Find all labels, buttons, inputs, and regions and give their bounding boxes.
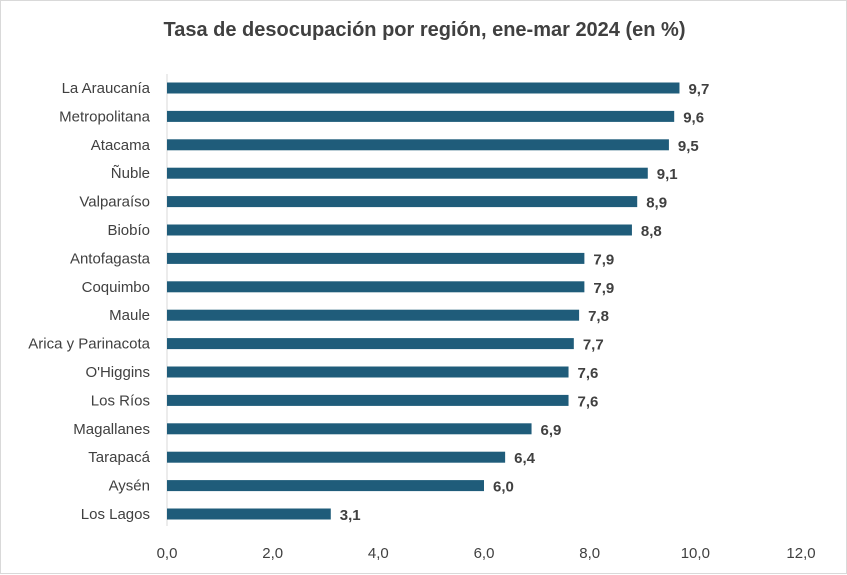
data-label: 7,9 <box>593 251 614 268</box>
category-label: Antofagasta <box>70 250 151 267</box>
bar <box>167 139 669 151</box>
category-label: O'Higgins <box>85 364 150 381</box>
bar <box>167 252 585 264</box>
category-label: Coquimbo <box>82 279 150 296</box>
data-label: 6,0 <box>493 479 514 496</box>
category-label: Atacama <box>91 137 151 154</box>
bars-group <box>167 82 680 520</box>
category-label: Ñuble <box>111 165 150 182</box>
category-label: Maule <box>109 307 150 324</box>
x-tick-label: 0,0 <box>157 545 178 562</box>
x-tick-label: 4,0 <box>368 545 389 562</box>
labels-group: La Araucanía 9,7 Metropolitana 9,6 Atacama 9,… <box>28 80 815 562</box>
x-tick-label: 8,0 <box>579 545 600 562</box>
category-label: Los Lagos <box>81 506 150 523</box>
data-label: 7,6 <box>578 365 599 382</box>
x-tick-label: 6,0 <box>474 545 495 562</box>
data-label: 9,7 <box>688 81 709 98</box>
chart-title: Tasa de desocupación por región, ene-mar… <box>163 19 686 41</box>
bar <box>167 338 574 350</box>
data-label: 9,1 <box>657 166 678 183</box>
bar <box>167 167 648 179</box>
category-label: La Araucanía <box>62 80 151 97</box>
bar <box>167 309 580 321</box>
data-label: 7,6 <box>578 393 599 410</box>
data-label: 9,6 <box>683 109 704 126</box>
bar <box>167 110 675 122</box>
category-label: Arica y Parinacota <box>28 336 150 353</box>
data-label: 8,9 <box>646 195 667 212</box>
bar <box>167 224 632 236</box>
x-tick-label: 10,0 <box>681 545 710 562</box>
category-label: Valparaíso <box>79 194 150 211</box>
x-tick-label: 2,0 <box>262 545 283 562</box>
bar <box>167 394 569 406</box>
bar <box>167 82 680 94</box>
data-label: 6,9 <box>541 422 562 439</box>
category-label: Metropolitana <box>59 108 151 125</box>
data-label: 7,9 <box>593 280 614 297</box>
bar <box>167 508 331 520</box>
bar <box>167 196 638 208</box>
category-label: Los Ríos <box>91 392 150 409</box>
data-label: 7,8 <box>588 308 609 325</box>
data-label: 3,1 <box>340 507 361 524</box>
bar <box>167 366 569 378</box>
data-label: 9,5 <box>678 138 699 155</box>
bar <box>167 451 506 463</box>
bar <box>167 480 484 492</box>
bar <box>167 423 532 435</box>
data-label: 6,4 <box>514 450 536 467</box>
category-label: Magallanes <box>73 421 150 438</box>
x-tick-label: 12,0 <box>786 545 815 562</box>
data-label: 8,8 <box>641 223 662 240</box>
category-label: Biobío <box>107 222 150 239</box>
category-label: Tarapacá <box>88 449 150 466</box>
category-label: Aysén <box>109 478 150 495</box>
data-label: 7,7 <box>583 337 604 354</box>
bar <box>167 281 585 293</box>
